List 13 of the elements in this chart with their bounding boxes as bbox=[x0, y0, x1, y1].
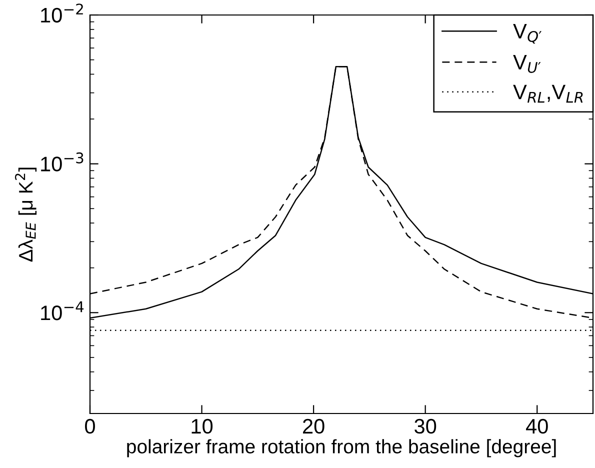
legend-label: V$_{U′}$ bbox=[513, 54, 541, 73]
x-tick-label: 30 bbox=[414, 418, 436, 434]
x-tick-label: 20 bbox=[303, 418, 324, 434]
y-axis-title: Δλ$_{EE}$ [μ K$^{2}$] bbox=[14, 168, 37, 262]
x-tick-label: 0 bbox=[85, 418, 95, 434]
y-tick-label: 10$^{−4}$ bbox=[41, 301, 84, 320]
x-axis-title: polarizer frame rotation from the baseline [degree] bbox=[127, 439, 556, 458]
x-tick-label: 40 bbox=[526, 418, 548, 434]
legend-label: V$_{Q′}$ bbox=[513, 24, 542, 44]
x-tick-label: 10 bbox=[192, 418, 213, 434]
legend-label: V$_{RL}$,V$_{LR}$ bbox=[513, 84, 583, 103]
y-tick-label: 10$^{−2}$ bbox=[41, 4, 83, 23]
y-tick-label: 10$^{−3}$ bbox=[41, 152, 84, 172]
